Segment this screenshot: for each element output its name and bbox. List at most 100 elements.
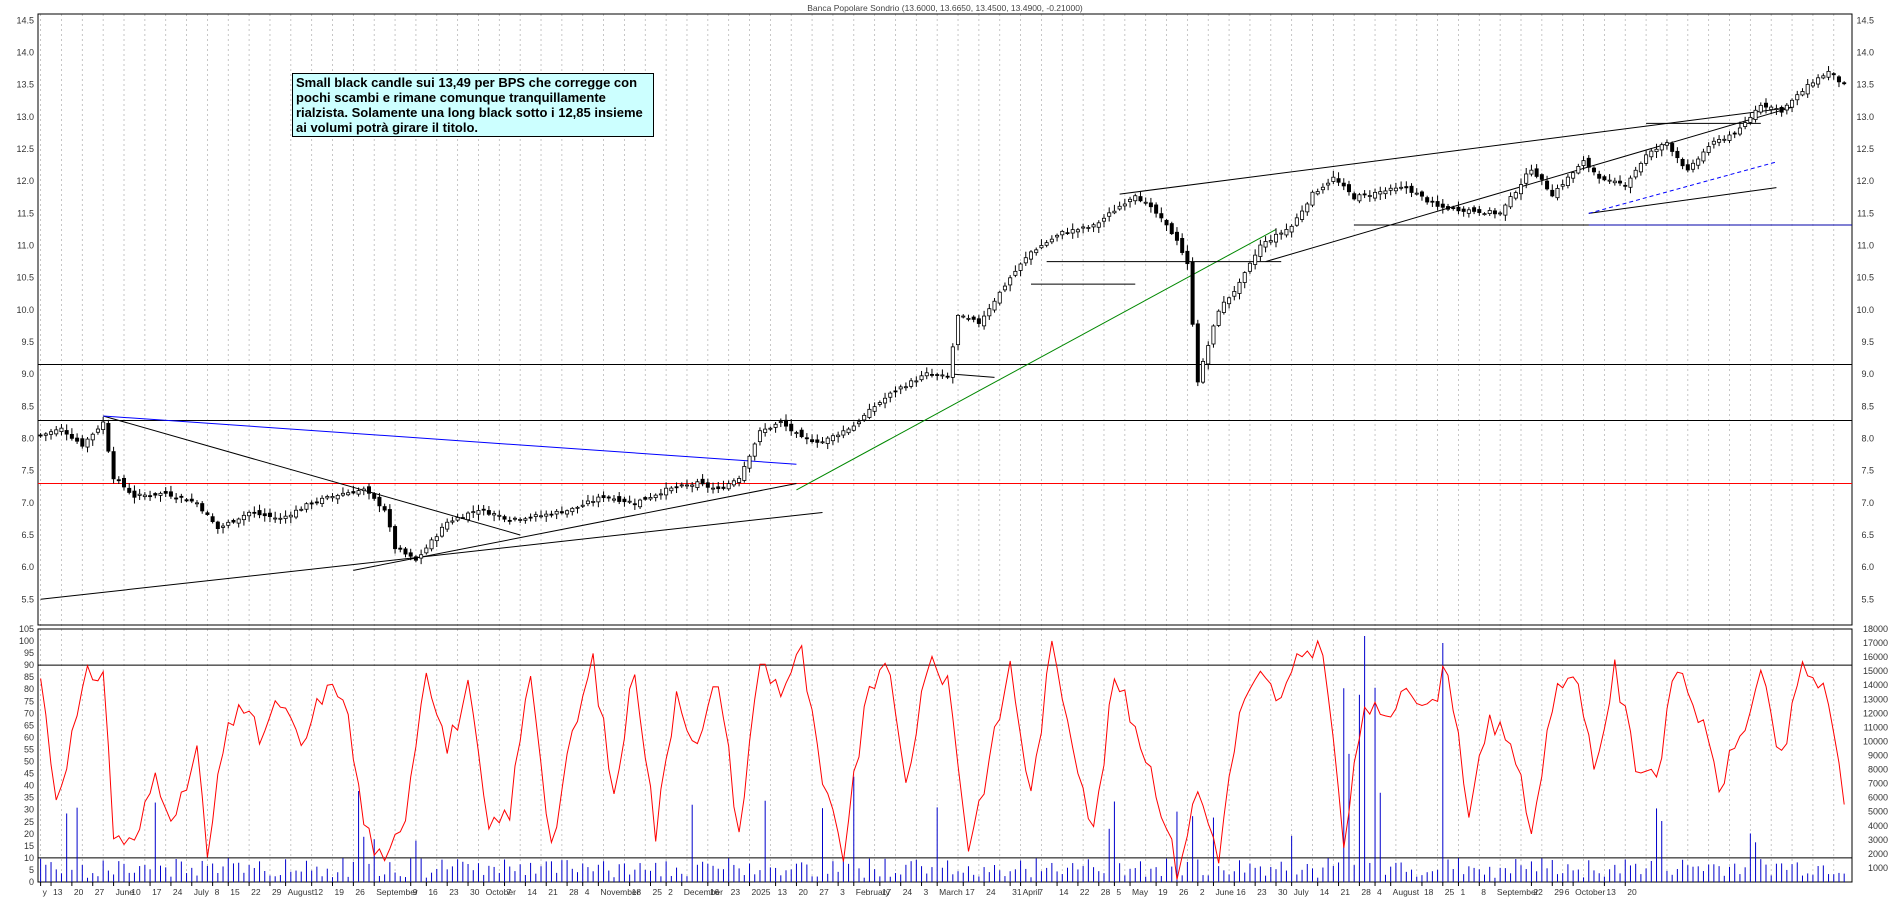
candle-body [846, 428, 851, 434]
candle-body [940, 374, 945, 377]
candle-body [1274, 233, 1279, 243]
candle-body [262, 513, 267, 517]
candle-body [179, 495, 184, 498]
date-tick-label: 30 [1278, 887, 1288, 897]
candle-body [80, 438, 85, 447]
date-tick-label: 22 [1080, 887, 1090, 897]
candle-body [1133, 195, 1138, 202]
candle-body [528, 516, 533, 519]
price-tick-label: 7.0 [1861, 498, 1874, 508]
price-tick-label: 6.0 [21, 562, 34, 572]
candle-body [862, 414, 867, 421]
date-tick-label: October [486, 887, 516, 897]
date-tick-label: 25 [652, 887, 662, 897]
candle-body [231, 519, 236, 523]
candle-body [794, 432, 799, 435]
oscillator [40, 639, 1845, 880]
date-tick-label: 14 [1320, 887, 1330, 897]
candle-body [247, 511, 252, 517]
candle-body [1232, 291, 1237, 297]
candle-body [445, 521, 450, 530]
candle-body [1607, 179, 1612, 182]
candle-body [1800, 91, 1805, 96]
candle-body [1034, 249, 1039, 254]
candle-body [372, 493, 377, 499]
date-tick-label: 8 [1481, 887, 1486, 897]
price-tick-label: 6.5 [21, 530, 34, 540]
volume-tick-label: 12000 [1863, 708, 1888, 718]
date-tick-label: 24 [986, 887, 996, 897]
price-tick-label: 13.0 [16, 112, 34, 122]
candle-body [1581, 160, 1586, 166]
date-tick-label: 29 [1554, 887, 1564, 897]
candle-body [142, 494, 147, 498]
candle-body [283, 515, 288, 519]
candle-body [1055, 234, 1060, 238]
price-tick-label: 13.0 [1856, 112, 1874, 122]
candle-body [471, 511, 476, 514]
candle-body [1763, 102, 1768, 108]
candle-body [679, 484, 684, 487]
candle-body [398, 547, 403, 550]
date-tick-label: December [684, 887, 723, 897]
candle-body [518, 519, 523, 521]
candle-body [1013, 270, 1018, 276]
candle-body [163, 491, 168, 494]
candle-body [565, 510, 570, 515]
date-tick-label: 22 [1533, 887, 1543, 897]
candle-body [1185, 250, 1190, 265]
candle-body [148, 495, 153, 498]
candle-body [544, 513, 549, 517]
candle-body [1206, 345, 1211, 365]
volume-tick-label: 16000 [1863, 652, 1888, 662]
candle-body [716, 486, 721, 490]
annotation-box: Small black candle sui 13,49 per BPS che… [292, 73, 654, 137]
date-tick-label: 8 [215, 887, 220, 897]
price-tick-label: 8.0 [21, 433, 34, 443]
date-tick-label: 10 [131, 887, 141, 897]
candle-body [278, 517, 283, 520]
price-tick-label: 10.0 [1856, 305, 1874, 315]
oscillator-line [40, 639, 1845, 880]
indicator-tick-label: 85 [24, 672, 34, 682]
volume-tick-label: 6000 [1868, 793, 1888, 803]
date-tick-label: 22 [251, 887, 261, 897]
candle-body [132, 490, 137, 498]
candle-body [674, 486, 679, 489]
candle-body [1128, 198, 1133, 203]
price-tick-label: 7.5 [21, 466, 34, 476]
date-tick-label: 3 [840, 887, 845, 897]
candle-body [1326, 182, 1331, 186]
candle-body [627, 500, 632, 503]
candle-body [59, 427, 64, 432]
candle-body [1315, 191, 1320, 195]
candle-body [200, 503, 205, 512]
candle-body [763, 428, 768, 433]
candle-body [101, 421, 106, 430]
candle-body [570, 507, 575, 513]
candle-body [841, 430, 846, 436]
candle-body [1383, 190, 1388, 195]
candle-body [1821, 75, 1826, 79]
indicator-axis-ticks: 0 5 10 15 20 25 30 35 40 45 50 55 60 65 70 75 80 85 90 95 10… [19, 624, 34, 887]
candle-body [903, 386, 908, 389]
candle-body [1638, 162, 1643, 173]
trendline [1265, 106, 1793, 263]
candle-body [267, 512, 272, 517]
candle-body [1680, 158, 1685, 167]
candle-body [1795, 94, 1800, 101]
candle-body [1628, 177, 1633, 188]
candle-body [174, 497, 179, 500]
volume-tick-label: 10000 [1863, 736, 1888, 746]
candle-body [116, 479, 121, 482]
date-tick-label: 20 [74, 887, 84, 897]
candle-body [799, 429, 804, 438]
candle-body [1711, 140, 1716, 145]
candle-body [236, 518, 241, 524]
candle-body [752, 443, 757, 457]
candle-body [820, 441, 825, 444]
candle-body [455, 517, 460, 521]
candle-body [1503, 204, 1508, 216]
candle-body [1143, 201, 1148, 204]
candle-body [424, 547, 429, 554]
